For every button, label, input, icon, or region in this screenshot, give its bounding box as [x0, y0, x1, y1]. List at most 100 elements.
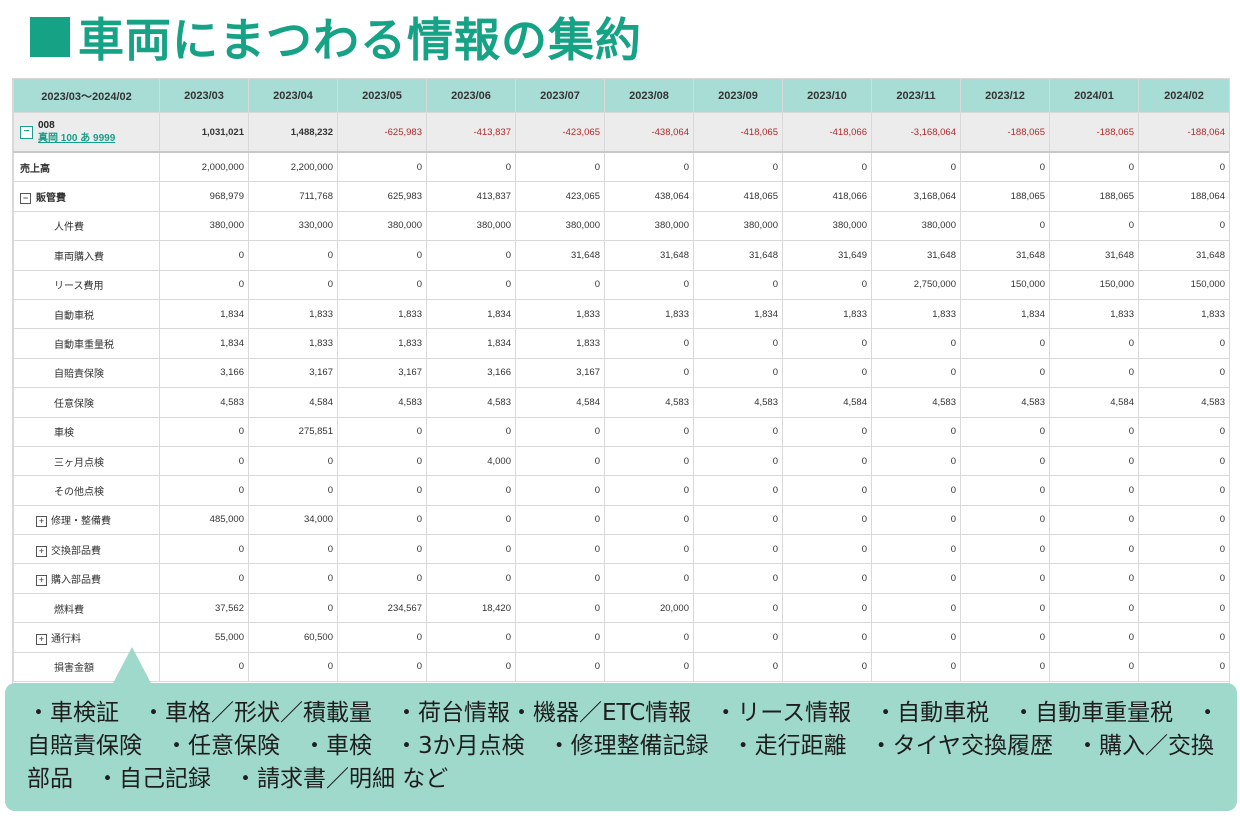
value-cell: 0 — [871, 651, 961, 683]
expand-row-icon[interactable]: + — [36, 575, 47, 587]
value-cell: 4,583 — [871, 387, 961, 418]
value-cell: 330,000 — [248, 210, 338, 242]
value-cell: 0 — [604, 504, 694, 536]
value-cell: 0 — [693, 416, 783, 447]
value-cell: 0 — [1138, 151, 1229, 183]
row-label: 自動車重量税 — [54, 340, 114, 352]
value-cell: 413,837 — [426, 181, 516, 212]
table-row: 車両購入費 0 0 0 0 31,648 31,648 31,648 31,649 31,648 3… — [13, 240, 1229, 271]
row-label-cell: 三ヶ月点検 — [13, 445, 160, 477]
value-cell: 485,000 — [159, 504, 249, 536]
value-cell: 3,167 — [248, 357, 338, 389]
row-label: リース費用 — [54, 281, 104, 293]
value-cell: 418,065 — [693, 181, 783, 212]
value-cell: 0 — [426, 504, 516, 536]
value-cell: 0 — [693, 563, 783, 594]
table-row: + 通行料 55,000 60,500 0 0 0 0 0 0 0 0 0 0 — [13, 622, 1229, 653]
value-cell: 0 — [515, 563, 605, 594]
value-cell: 0 — [337, 622, 427, 653]
value-cell: 0 — [426, 151, 516, 183]
row-label: 交換部品費 — [51, 545, 101, 557]
value-cell: 0 — [1138, 651, 1229, 683]
value-cell: 380,000 — [337, 210, 427, 242]
value-cell: 0 — [337, 269, 427, 300]
value-cell: 0 — [337, 475, 427, 506]
value-cell: 1,834 — [159, 298, 249, 330]
value-cell: 188,065 — [1049, 181, 1139, 212]
value-cell: 0 — [604, 534, 694, 565]
value-cell: 4,583 — [159, 387, 249, 418]
value-cell: 4,584 — [1049, 387, 1139, 418]
value-cell: 1,834 — [159, 328, 249, 359]
value-cell: 0 — [1049, 534, 1139, 565]
row-label: 車検 — [54, 428, 74, 440]
value-cell: 0 — [604, 651, 694, 683]
value-cell: 0 — [159, 445, 249, 477]
value-cell: 0 — [871, 151, 961, 183]
value-cell: 150,000 — [960, 269, 1050, 300]
collapse-row-icon[interactable]: − — [20, 192, 31, 204]
value-cell: 0 — [515, 475, 605, 506]
collapse-vehicle-icon[interactable]: − — [20, 125, 33, 139]
value-cell: 0 — [248, 240, 338, 271]
value-cell: 0 — [248, 651, 338, 683]
value-cell: 1,833 — [1138, 298, 1229, 330]
value-cell: 1,834 — [426, 328, 516, 359]
value-cell: 0 — [248, 563, 338, 594]
vehicle-total-cell: 1,488,232 — [248, 112, 338, 153]
value-cell: 0 — [782, 475, 872, 506]
row-label: その他点検 — [54, 486, 104, 498]
vehicle-cost-table-container[interactable]: 2023/03〜2024/02 2023/03 2023/04 2023/05 202… — [12, 78, 1230, 688]
value-cell: 0 — [337, 504, 427, 536]
row-label-cell: + 交換部品費 — [13, 534, 160, 565]
month-header: 2023/10 — [782, 78, 872, 113]
value-cell: 0 — [1049, 210, 1139, 242]
value-cell: 0 — [960, 210, 1050, 242]
value-cell: 0 — [871, 592, 961, 624]
value-cell: 0 — [1138, 445, 1229, 477]
row-label: 販管費 — [36, 193, 66, 205]
value-cell: 0 — [782, 445, 872, 477]
value-cell: 380,000 — [693, 210, 783, 242]
value-cell: 1,834 — [960, 298, 1050, 330]
value-cell: 0 — [1049, 651, 1139, 683]
value-cell: 31,648 — [515, 240, 605, 271]
value-cell: 0 — [782, 504, 872, 536]
row-label-cell: 人件費 — [13, 210, 160, 242]
vehicle-total-cell: -625,983 — [337, 112, 427, 153]
value-cell: 31,649 — [782, 240, 872, 271]
value-cell: 0 — [1138, 416, 1229, 447]
row-label: 人件費 — [54, 222, 84, 234]
value-cell: 1,833 — [248, 298, 338, 330]
value-cell: 1,833 — [515, 298, 605, 330]
value-cell: 0 — [515, 534, 605, 565]
callout-text: ・車検証 ・車格／形状／積載量 ・荷台情報・機器／ETC情報 ・リース情報 ・自… — [27, 700, 1220, 792]
value-cell: 31,648 — [871, 240, 961, 271]
value-cell: 0 — [693, 475, 783, 506]
row-label-cell: 自動車重量税 — [13, 328, 160, 359]
row-label-cell: 自賠責保険 — [13, 357, 160, 389]
value-cell: 0 — [515, 151, 605, 183]
expand-row-icon[interactable]: + — [36, 516, 47, 528]
month-header: 2023/03 — [159, 78, 249, 113]
value-cell: 0 — [159, 416, 249, 447]
month-header: 2024/01 — [1049, 78, 1139, 113]
expand-row-icon[interactable]: + — [36, 633, 47, 645]
value-cell: 1,833 — [871, 298, 961, 330]
value-cell: 0 — [960, 563, 1050, 594]
vehicle-plate-link[interactable]: 真岡 100 あ 9999 — [38, 133, 116, 144]
value-cell: 55,000 — [159, 622, 249, 653]
value-cell: 0 — [693, 357, 783, 389]
value-cell: 0 — [1138, 534, 1229, 565]
table-row: リース費用 0 0 0 0 0 0 0 0 2,750,000 150,000 150,000 150,… — [13, 269, 1229, 300]
value-cell: 4,584 — [782, 387, 872, 418]
value-cell: 0 — [960, 504, 1050, 536]
value-cell: 0 — [693, 504, 783, 536]
table-row: − 販管費 968,979 711,768 625,983 413,837 423,065 4… — [13, 181, 1229, 212]
value-cell: 0 — [1049, 151, 1139, 183]
value-cell: 1,834 — [426, 298, 516, 330]
value-cell: 1,833 — [515, 328, 605, 359]
expand-row-icon[interactable]: + — [36, 545, 47, 557]
value-cell: 0 — [960, 475, 1050, 506]
table-header-row: 2023/03〜2024/02 2023/03 2023/04 2023/05 202… — [13, 78, 1229, 113]
